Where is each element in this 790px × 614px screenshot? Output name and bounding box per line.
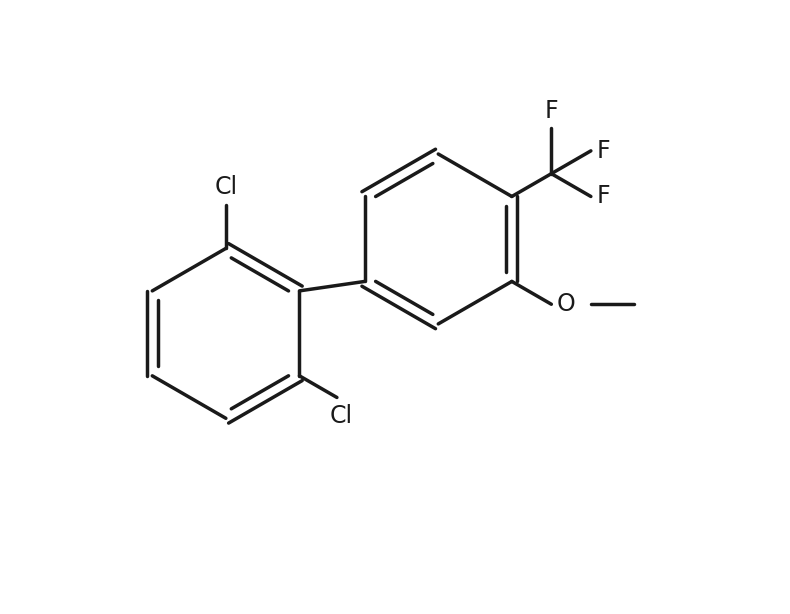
Text: F: F [596,184,610,209]
Text: F: F [544,98,559,123]
Text: F: F [596,139,610,163]
Text: Cl: Cl [329,404,352,428]
Text: O: O [557,292,576,316]
Text: Cl: Cl [214,175,238,199]
